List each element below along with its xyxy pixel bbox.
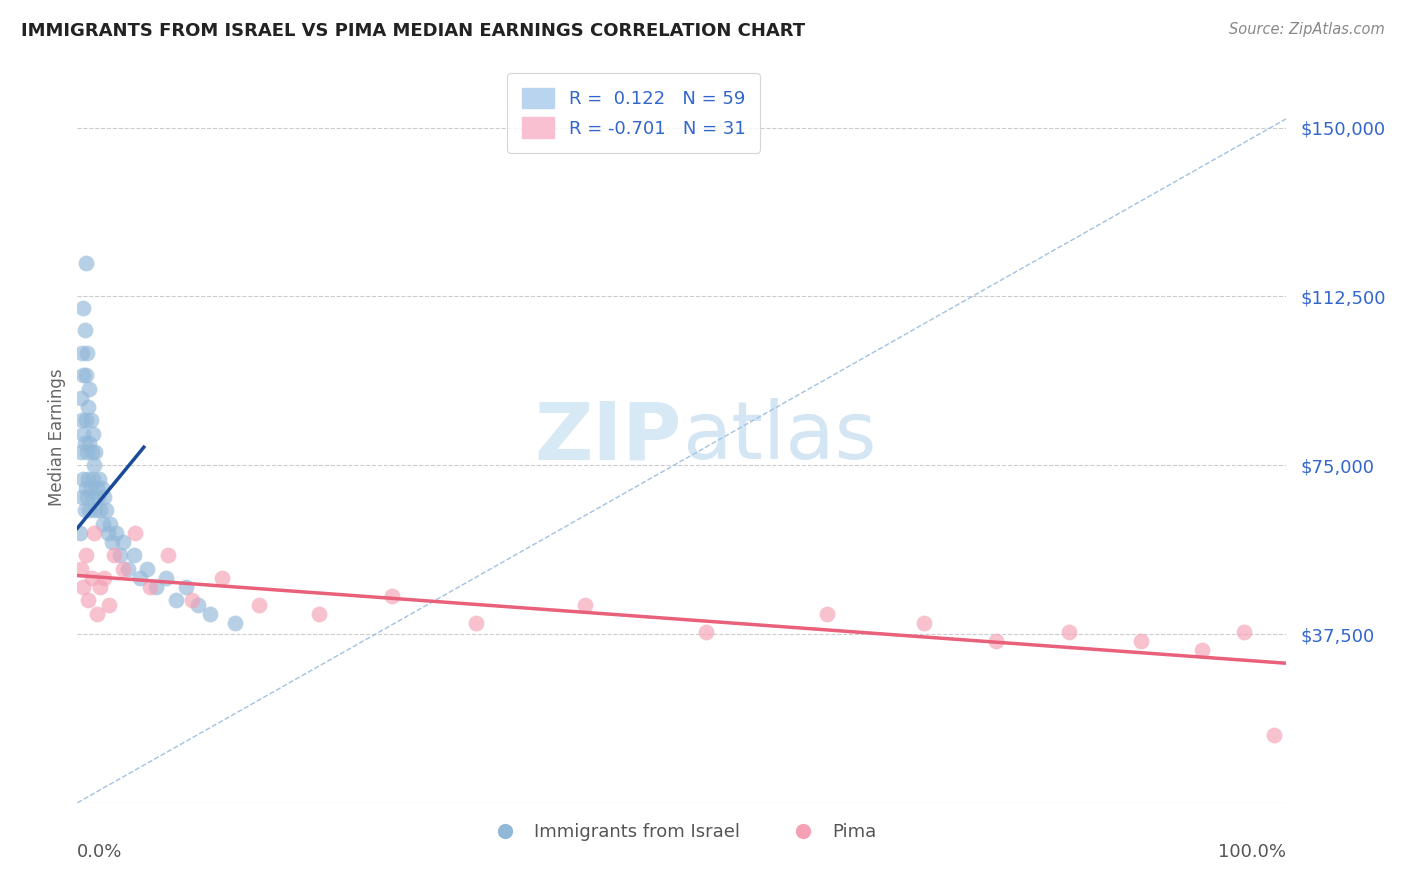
Text: IMMIGRANTS FROM ISRAEL VS PIMA MEDIAN EARNINGS CORRELATION CHART: IMMIGRANTS FROM ISRAEL VS PIMA MEDIAN EA… bbox=[21, 22, 806, 40]
Point bbox=[112, 562, 135, 576]
Point bbox=[70, 413, 93, 427]
Point bbox=[97, 598, 120, 612]
Point bbox=[83, 458, 105, 473]
Text: 0.0%: 0.0% bbox=[77, 843, 122, 861]
Point bbox=[72, 368, 94, 383]
Point bbox=[224, 615, 246, 630]
Point bbox=[72, 472, 94, 486]
Point bbox=[69, 525, 91, 540]
Point bbox=[84, 444, 107, 458]
Point bbox=[77, 400, 100, 414]
Point bbox=[72, 426, 94, 441]
Point bbox=[89, 580, 111, 594]
Point bbox=[77, 472, 100, 486]
Point bbox=[105, 525, 128, 540]
Point bbox=[79, 382, 101, 396]
Point bbox=[101, 534, 124, 549]
Point bbox=[1233, 624, 1256, 639]
Point bbox=[574, 598, 596, 612]
Point bbox=[157, 548, 180, 562]
Point bbox=[93, 571, 115, 585]
Point bbox=[93, 490, 115, 504]
Point bbox=[83, 525, 105, 540]
Point bbox=[73, 435, 96, 450]
Point bbox=[73, 323, 96, 337]
Point bbox=[86, 607, 108, 621]
Point bbox=[912, 615, 935, 630]
Point bbox=[79, 413, 101, 427]
Point bbox=[80, 444, 103, 458]
Point bbox=[70, 444, 93, 458]
Point bbox=[90, 481, 112, 495]
Point bbox=[1057, 624, 1080, 639]
Point bbox=[200, 607, 222, 621]
Point bbox=[122, 548, 145, 562]
Point bbox=[187, 598, 209, 612]
Point bbox=[75, 481, 97, 495]
Point bbox=[108, 548, 131, 562]
Point bbox=[70, 345, 93, 359]
Point bbox=[80, 490, 103, 504]
Text: 100.0%: 100.0% bbox=[1219, 843, 1286, 861]
Point bbox=[815, 607, 838, 621]
Point bbox=[75, 255, 97, 269]
Point bbox=[75, 548, 97, 562]
Point bbox=[124, 525, 146, 540]
Point bbox=[139, 580, 162, 594]
Point bbox=[381, 589, 404, 603]
Text: atlas: atlas bbox=[682, 398, 876, 476]
Point bbox=[1130, 633, 1153, 648]
Point bbox=[76, 345, 98, 359]
Point bbox=[465, 615, 488, 630]
Point bbox=[96, 525, 118, 540]
Point bbox=[76, 444, 98, 458]
Point bbox=[77, 593, 100, 607]
Point bbox=[117, 562, 139, 576]
Point bbox=[211, 571, 233, 585]
Point bbox=[80, 571, 103, 585]
Point bbox=[166, 593, 188, 607]
Point bbox=[73, 503, 96, 517]
Point bbox=[145, 580, 167, 594]
Point bbox=[76, 490, 98, 504]
Point bbox=[96, 503, 118, 517]
Point bbox=[308, 607, 330, 621]
Point bbox=[181, 593, 204, 607]
Point bbox=[1191, 642, 1213, 657]
Point bbox=[79, 481, 101, 495]
Point bbox=[70, 490, 93, 504]
Point bbox=[72, 580, 94, 594]
Point bbox=[129, 571, 152, 585]
Legend: Immigrants from Israel, Pima: Immigrants from Israel, Pima bbox=[479, 816, 884, 848]
Point bbox=[695, 624, 717, 639]
Point bbox=[82, 472, 104, 486]
Point bbox=[174, 580, 197, 594]
Point bbox=[87, 472, 110, 486]
Point bbox=[247, 598, 270, 612]
Point bbox=[136, 562, 159, 576]
Point bbox=[986, 633, 1008, 648]
Point bbox=[87, 490, 110, 504]
Point bbox=[70, 562, 93, 576]
Point bbox=[82, 426, 104, 441]
Point bbox=[79, 503, 101, 517]
Point bbox=[84, 503, 107, 517]
Text: ZIP: ZIP bbox=[534, 398, 682, 476]
Point bbox=[91, 516, 114, 531]
Point bbox=[70, 391, 93, 405]
Point bbox=[75, 368, 97, 383]
Point bbox=[1263, 728, 1285, 742]
Text: Source: ZipAtlas.com: Source: ZipAtlas.com bbox=[1229, 22, 1385, 37]
Point bbox=[79, 435, 101, 450]
Point bbox=[72, 301, 94, 315]
Point bbox=[89, 503, 111, 517]
Y-axis label: Median Earnings: Median Earnings bbox=[48, 368, 66, 506]
Point bbox=[112, 534, 135, 549]
Point bbox=[155, 571, 177, 585]
Point bbox=[98, 516, 121, 531]
Point bbox=[75, 413, 97, 427]
Point bbox=[103, 548, 125, 562]
Point bbox=[86, 481, 108, 495]
